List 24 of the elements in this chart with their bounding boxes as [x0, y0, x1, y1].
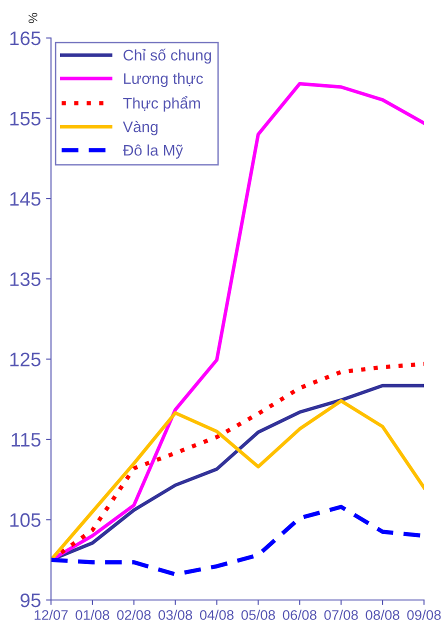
x-tick-label: 05/08 — [241, 610, 275, 620]
y-tick-label: 135 — [10, 272, 40, 286]
y-tick-label: 95 — [20, 593, 40, 608]
y-axis-title: % — [28, 12, 38, 24]
legend-label: Đô la Mỹ — [122, 144, 184, 159]
x-tick-label: 03/08 — [158, 610, 192, 620]
legend-label: Chỉ số chung — [124, 48, 211, 64]
legend-label: Vàng — [122, 120, 158, 136]
legend-label: Thực phẩm — [123, 96, 200, 112]
y-tick-label: 125 — [10, 352, 40, 366]
y-tick-label: 165 — [10, 31, 40, 46]
x-tick-label: 08/08 — [366, 610, 400, 620]
x-tick-label: 12/07 — [34, 610, 68, 620]
y-tick-label: 155 — [10, 112, 40, 126]
x-tick-label: 09/08 — [407, 610, 441, 620]
x-tick-label: 04/08 — [200, 610, 234, 620]
y-tick-label: 115 — [12, 433, 40, 447]
legend-label: Lương thực — [124, 72, 203, 88]
x-tick-label: 06/08 — [282, 610, 316, 620]
y-tick-label: 145 — [10, 192, 40, 206]
y-tick-label: 105 — [10, 513, 40, 527]
x-tick-label: 02/08 — [117, 610, 151, 620]
x-tick-label: 01/08 — [76, 610, 110, 620]
x-tick-label: 07/08 — [324, 610, 358, 620]
